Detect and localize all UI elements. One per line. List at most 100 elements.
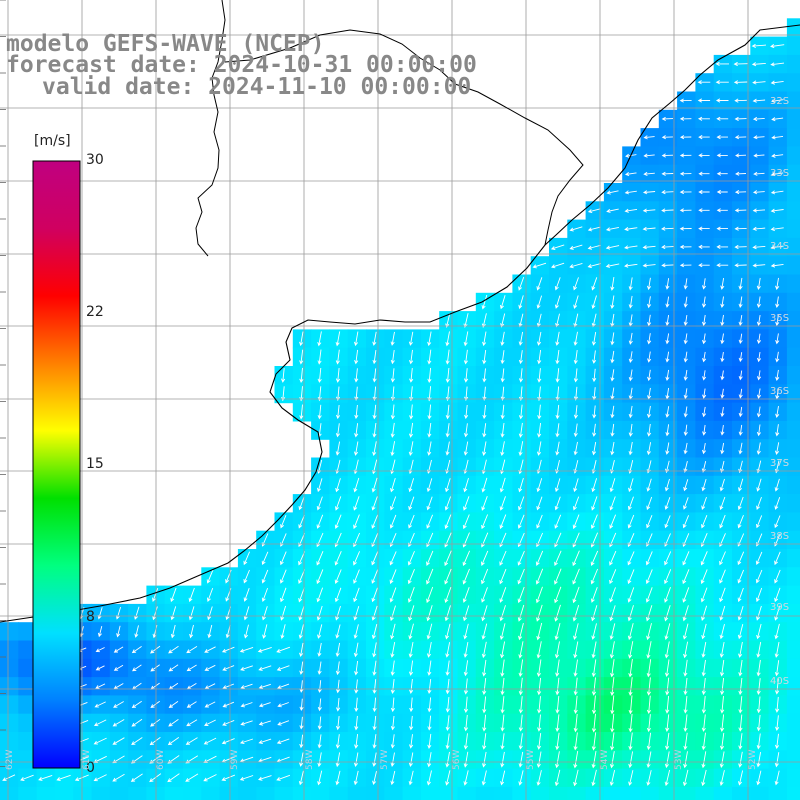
wind-speed-cell [622, 347, 642, 367]
wind-arrow [536, 496, 543, 511]
wind-speed-cell [292, 530, 312, 550]
wind-arrow [185, 773, 199, 782]
wind-arrow [463, 605, 470, 622]
wind-speed-cell [603, 274, 623, 294]
wind-speed-cell [219, 585, 239, 605]
wind-speed-cell [658, 237, 678, 257]
wind-speed-cell [439, 640, 459, 660]
wind-speed-cell [256, 585, 276, 605]
wind-speed-cell [640, 732, 660, 751]
wind-arrow [463, 623, 469, 640]
wind-speed-cell [549, 713, 568, 733]
wind-speed-cell [347, 402, 367, 422]
wind-arrow [499, 568, 507, 585]
wind-arrow [113, 701, 124, 708]
latitude-label: 35S [770, 313, 790, 324]
wind-arrow [445, 697, 450, 713]
wind-arrow [719, 751, 725, 769]
wind-speed-cell [219, 640, 239, 660]
wind-arrow [316, 551, 324, 566]
wind-arrow [720, 425, 725, 436]
wind-speed-cell [128, 750, 147, 770]
wind-speed-cell [128, 603, 147, 623]
wind-arrow [390, 752, 395, 767]
wind-arrow [587, 208, 601, 214]
wind-speed-cell [732, 475, 751, 495]
wind-arrow [569, 226, 583, 232]
wind-speed-cell [658, 329, 678, 349]
wind-speed-cell [585, 786, 605, 800]
wind-arrow [444, 550, 452, 567]
wind-speed-cell [732, 347, 751, 367]
wind-speed-cell [530, 732, 550, 751]
wind-speed-cell [457, 494, 477, 513]
wind-arrow [408, 660, 414, 676]
wind-speed-cell [640, 146, 660, 166]
wind-speed-cell [567, 549, 587, 568]
wind-arrow [554, 514, 562, 529]
wind-speed-cell [384, 439, 404, 459]
wind-arrow [609, 550, 617, 566]
wind-speed-cell [658, 146, 678, 166]
wind-speed-cell [91, 750, 111, 770]
wind-speed-cell [677, 750, 696, 770]
wind-speed-cell [311, 658, 330, 678]
wind-speed-cell [622, 201, 642, 221]
wind-arrow [774, 752, 780, 768]
wind-arrow [679, 226, 692, 231]
wind-speed-cell [622, 530, 642, 550]
wind-speed-cell [183, 768, 202, 788]
wind-speed-cell [402, 329, 422, 349]
longitude-label: 60W [156, 749, 166, 770]
wind-speed-cell [512, 366, 532, 385]
wind-speed-cell [384, 713, 404, 733]
wind-speed-cell [512, 622, 532, 642]
wind-arrow [481, 313, 487, 328]
wind-speed-cell [695, 311, 715, 330]
wind-arrow [756, 733, 761, 750]
wind-speed-cell [457, 420, 477, 440]
wind-arrow [610, 677, 615, 696]
wind-arrow [353, 496, 360, 511]
wind-arrow [682, 515, 690, 529]
wind-speed-cell [732, 384, 751, 404]
wind-arrow [408, 770, 414, 786]
wind-arrow [590, 587, 598, 603]
wind-arrow [186, 701, 197, 708]
wind-speed-cell [640, 786, 660, 800]
wind-speed-cell [475, 640, 495, 660]
wind-speed-cell [384, 732, 404, 751]
wind-arrow [555, 386, 560, 402]
wind-speed-cell [274, 768, 294, 788]
wind-speed-cell [603, 183, 623, 202]
wind-speed-cell [695, 274, 715, 294]
wind-speed-cell [750, 54, 770, 74]
wind-speed-cell [549, 420, 568, 440]
wind-arrow [573, 478, 579, 493]
wind-arrow [537, 404, 542, 420]
wind-arrow [774, 551, 781, 566]
wind-speed-cell [549, 439, 568, 459]
wind-speed-cell [750, 603, 770, 623]
wind-speed-cell [457, 439, 477, 459]
wind-arrow [661, 153, 674, 158]
wind-speed-cell [567, 420, 587, 440]
wind-speed-cell [237, 768, 257, 788]
wind-arrow [276, 646, 291, 653]
wind-speed-cell [18, 768, 38, 788]
wind-arrow [299, 698, 304, 712]
wind-arrow [698, 189, 710, 195]
wind-speed-cell [512, 750, 532, 770]
wind-speed-cell [658, 384, 678, 404]
wind-speed-cell [530, 475, 550, 495]
wind-arrow [131, 737, 143, 746]
wind-speed-cell [603, 567, 623, 587]
wind-speed-cell [622, 329, 642, 349]
wind-speed-cell [292, 768, 312, 788]
wind-speed-cell [439, 420, 459, 440]
wind-arrow [281, 386, 286, 402]
wind-arrow [371, 496, 378, 511]
wind-arrow [555, 331, 560, 346]
wind-speed-cell [585, 549, 605, 568]
wind-speed-cell [183, 622, 202, 642]
